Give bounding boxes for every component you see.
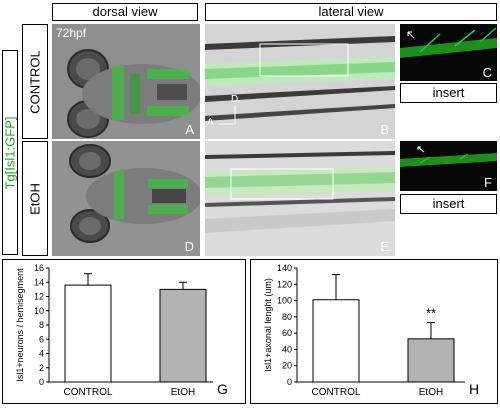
y-tick-label: 60 <box>282 328 292 338</box>
panel-letter-g: G <box>217 381 228 397</box>
larva-dorsal-control-illustration <box>52 24 200 139</box>
y-tick-label: 12 <box>34 292 44 302</box>
panel-letter-h: H <box>469 381 479 397</box>
y-tick-label: 2 <box>39 363 44 373</box>
insert-label-control: insert <box>400 83 497 103</box>
row-label-control: CONTROL <box>22 24 48 139</box>
panel-letter-b: B <box>380 122 389 137</box>
y-tick-label: 4 <box>39 349 44 359</box>
panel-letter-d: D <box>184 239 194 254</box>
panel-letter-e: E <box>380 239 389 254</box>
bar-etoh <box>407 338 455 383</box>
significance-annotation: ** <box>426 306 436 321</box>
chart-g-neurons-per-hemisegment: Isl1+neurons / hemisegment 0 2 4 6 8 10 12 14 16 C… <box>15 263 228 398</box>
larva-lateral-etoh-illustration <box>205 141 395 256</box>
insert-etoh-illustration <box>400 141 497 191</box>
y-tick-label: 6 <box>39 334 44 344</box>
y-tick-label: 40 <box>282 344 292 354</box>
y-axis-label: Isl1+axonal lenght (um) <box>263 278 273 372</box>
stage-label: 72hpf <box>56 26 87 40</box>
panel-letter-f: F <box>484 175 492 190</box>
y-tick-label: 14 <box>34 277 44 287</box>
y-tick-label: 120 <box>277 279 292 289</box>
y-tick-label: 20 <box>282 361 292 371</box>
tg-isl1-gfp-label: Tg[Isl1:GFP] <box>2 50 18 255</box>
insert-label-etoh: insert <box>400 194 497 214</box>
x-tick-label: EtOH <box>419 387 443 398</box>
panel-b-lateral-control-image: A D B <box>205 24 395 139</box>
x-tick-label: CONTROL <box>312 387 361 398</box>
chart-g-frame: Isl1+neurons / hemisegment 0 2 4 6 8 10 12 14 16 C… <box>2 259 246 404</box>
y-tick-label: 16 <box>34 263 44 273</box>
y-axis-label: Isl1+neurons / hemisegment <box>15 268 25 382</box>
bar-etoh <box>159 288 207 383</box>
panel-letter-a: A <box>185 122 194 137</box>
panel-d-dorsal-etoh-image: D <box>52 141 200 256</box>
y-tick-label: 10 <box>34 306 44 316</box>
panel-e-lateral-etoh-image: E <box>205 141 395 256</box>
y-tick-label: 140 <box>277 263 292 273</box>
chart-h-frame: Isl1+axonal lenght (um) 0 20 40 60 80 100 120 14… <box>250 259 498 404</box>
dorsal-view-header: dorsal view <box>52 3 198 21</box>
y-tick-label: 0 <box>287 377 292 387</box>
x-tick-label: CONTROL <box>64 387 113 398</box>
y-tick-label: 0 <box>39 377 44 387</box>
y-tick-label: 80 <box>282 312 292 322</box>
row-label-etoh: EtOH <box>22 141 48 256</box>
larva-dorsal-etoh-illustration <box>52 141 200 256</box>
larva-lateral-control-illustration <box>205 24 395 139</box>
panel-f-insert-etoh-image: F <box>400 141 497 191</box>
y-tick-label: 100 <box>277 296 292 306</box>
axis-marker-dorsal: D <box>231 94 239 105</box>
panel-letter-c: C <box>482 65 492 80</box>
panel-a-dorsal-control-image: 72hpf A <box>52 24 200 139</box>
y-tick-label: 8 <box>39 320 44 330</box>
chart-h-axonal-length: Isl1+axonal lenght (um) 0 20 40 60 80 100 120 14… <box>263 263 479 398</box>
panel-c-insert-control-image: C <box>400 24 497 81</box>
bar-control <box>312 299 360 383</box>
axis-marker-anterior: A <box>207 117 214 128</box>
bar-control <box>64 284 112 383</box>
insert-control-illustration <box>400 24 497 81</box>
x-tick-label: EtOH <box>171 387 195 398</box>
lateral-view-header: lateral view <box>205 3 497 21</box>
